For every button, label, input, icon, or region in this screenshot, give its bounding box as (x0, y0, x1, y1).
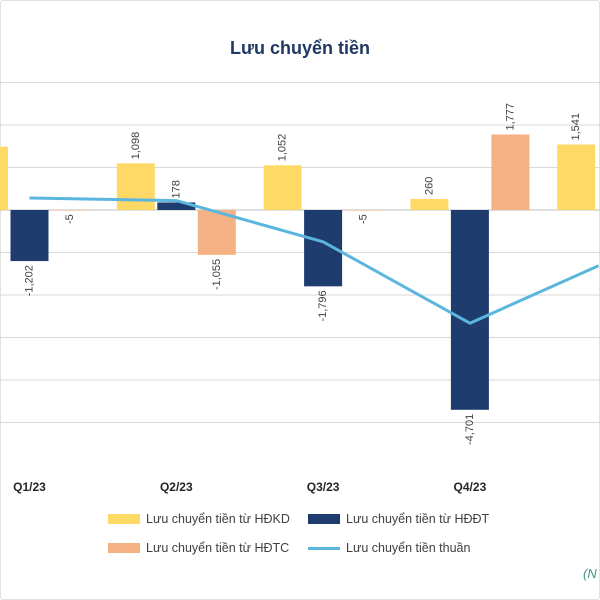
bar-hddt-q1-23 (10, 210, 49, 262)
legend-label-hddt: Lưu chuyển tiền từ HĐĐT (346, 512, 490, 526)
category-label-q2-23: Q2/23 (160, 480, 193, 494)
net-cashflow-line (29, 196, 600, 325)
data-label-hdtc-q2-23: -1,055 (211, 259, 223, 290)
data-label-hdkd-cat5: 1,541 (570, 113, 582, 141)
data-label-hddt-q2-23: 178 (170, 180, 182, 198)
bar-hdtc-q1-23 (51, 210, 89, 211)
bar-hdkd-q2-23 (116, 163, 155, 210)
bar-hdtc-q3-23 (344, 210, 383, 211)
legend-swatch-hddt (308, 514, 340, 524)
legend-swatch-hdtc (108, 543, 140, 553)
legend-label-hdkd: Lưu chuyển tiền từ HĐKD (146, 512, 290, 526)
category-label-q3-23: Q3/23 (307, 480, 340, 494)
bar-hdkd-q4-23 (410, 198, 449, 210)
legend-label-net: Lưu chuyển tiền thuần (346, 541, 471, 555)
bar-hdkd-cat5 (557, 144, 596, 210)
legend-item-hddt: Lưu chuyển tiền từ HĐĐT (308, 511, 489, 527)
legend-swatch-net-line (308, 546, 340, 550)
legend-item-net: Lưu chuyển tiền thuần (308, 540, 470, 556)
bar-hdkd-q3-23 (263, 165, 302, 210)
data-label-hdkd-q4-23: 260 (423, 177, 435, 195)
chart-title: Lưu chuyển tiền (229, 38, 371, 58)
data-label-hddt-q4-23: -4,701 (464, 414, 476, 445)
data-label-hddt-q1-23: -1,202 (24, 265, 36, 296)
category-label-q1-23: Q1/23 (13, 480, 46, 494)
bar-hdtc-q4-23 (491, 134, 530, 210)
bar-hddt-q4-23 (450, 210, 489, 410)
bar-hddt-q2-23 (157, 202, 196, 210)
bar-hdtc-q2-23 (197, 210, 236, 255)
legend-item-hdtc: Lưu chuyển tiền từ HĐTC (108, 540, 289, 556)
legend-swatch-hdkd (108, 514, 140, 524)
data-label-hdkd-q2-23: 1,098 (130, 132, 142, 160)
source-note: (N (583, 566, 597, 581)
data-label-hdtc-q3-23: -5 (358, 214, 370, 224)
legend-label-hdtc: Lưu chuyển tiền từ HĐTC (146, 541, 290, 555)
data-label-hdkd-q3-23: 1,052 (277, 134, 289, 162)
bar-hdkd-q1-23 (0, 146, 8, 210)
category-label-q4-23: Q4/23 (454, 480, 487, 494)
data-label-hdtc-q4-23: 1,777 (504, 103, 516, 131)
legend-item-hdkd: Lưu chuyển tiền từ HĐKD (108, 511, 290, 527)
data-label-hdtc-q1-23: -5 (64, 214, 76, 224)
data-label-hddt-q3-23: -1,796 (317, 290, 329, 321)
